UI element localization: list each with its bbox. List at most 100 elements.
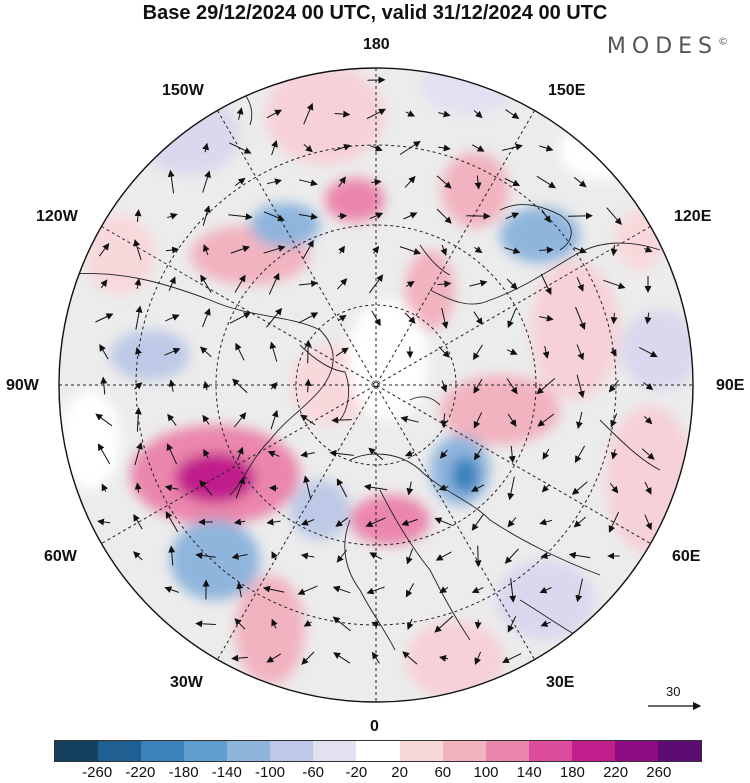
wind-vector — [134, 442, 143, 466]
wind-vector — [436, 208, 452, 224]
wind-vector — [167, 213, 178, 220]
wind-vector — [298, 213, 318, 220]
wind-vector — [195, 620, 216, 628]
wind-vector — [231, 552, 248, 560]
wind-vector — [405, 583, 415, 598]
wind-vector — [97, 518, 111, 526]
colorbar-tick-label: 100 — [473, 764, 499, 781]
wind-vector — [402, 651, 418, 665]
wind-vector — [167, 169, 175, 194]
brand-name: MODES — [606, 34, 718, 59]
colorbar-swatch — [270, 741, 314, 761]
wind-vector — [439, 586, 449, 594]
wind-vector — [236, 581, 244, 598]
colorbar-swatch — [55, 741, 99, 761]
wind-vector — [434, 517, 453, 527]
colorbar-tick-label: -100 — [254, 764, 286, 781]
wind-vector — [268, 272, 280, 295]
wind-vector — [573, 516, 586, 528]
wind-vector — [165, 511, 179, 533]
wind-vector — [438, 110, 451, 118]
brand-mark: © — [718, 36, 728, 48]
wind-vector — [440, 380, 448, 393]
wind-vector — [571, 481, 588, 495]
lon-label-60w: 60W — [44, 548, 77, 565]
wind-vector — [164, 586, 179, 593]
wind-vector — [406, 618, 414, 631]
wind-vector — [168, 379, 176, 392]
wind-vector — [134, 407, 142, 432]
wind-vector — [232, 378, 248, 394]
wind-vector — [568, 212, 593, 220]
wind-vector — [230, 245, 251, 254]
wind-vector — [266, 653, 282, 663]
wind-vector — [329, 449, 354, 457]
wind-vector — [233, 518, 246, 526]
wind-vector — [335, 517, 349, 527]
wind-vector — [300, 518, 315, 526]
wind-vector — [234, 412, 247, 428]
colorbar-swatch — [614, 741, 658, 761]
wind-vector — [371, 651, 380, 664]
lon-label-150w: 150W — [162, 82, 204, 99]
wind-vector — [440, 244, 448, 256]
lon-label-120e: 120E — [674, 208, 712, 225]
wind-vector — [203, 244, 210, 256]
wind-vector — [298, 179, 318, 187]
wind-vector — [335, 347, 349, 357]
wind-vector — [644, 246, 653, 253]
lon-label-150e: 150E — [548, 82, 586, 99]
lon-label-180: 180 — [363, 36, 390, 53]
wind-vector — [603, 279, 626, 290]
colorbar-swatch — [571, 741, 615, 761]
wind-vector — [338, 176, 346, 188]
wind-vector — [134, 278, 142, 289]
colorbar-tick-label: 20 — [391, 764, 408, 781]
wind-vector — [266, 109, 282, 119]
wind-vector — [95, 413, 113, 427]
wind-vector — [271, 618, 278, 629]
wind-vector — [542, 345, 550, 359]
wind-vector — [540, 552, 551, 560]
wind-vector — [101, 483, 109, 492]
wind-vector — [200, 274, 212, 293]
wind-vector — [263, 245, 286, 254]
wind-vector — [135, 347, 142, 357]
colorbar-swatch — [313, 741, 357, 761]
wind-vector — [542, 448, 550, 460]
wind-vector — [303, 475, 312, 500]
wind-vector — [235, 342, 245, 361]
wind-vector — [610, 312, 618, 325]
wind-vector — [266, 307, 283, 328]
anomaly-field — [59, 68, 693, 702]
colorbar-swatch — [141, 741, 185, 761]
wind-vector — [133, 514, 143, 530]
wind-vector — [644, 514, 652, 531]
wind-vector — [302, 239, 314, 260]
lon-label-120w: 120W — [36, 208, 78, 225]
wind-vector — [399, 140, 421, 155]
wind-vector — [644, 481, 652, 495]
wind-vector — [234, 177, 246, 186]
wind-vector — [399, 246, 422, 255]
wind-vector — [300, 450, 315, 458]
wind-vector — [435, 551, 452, 561]
lon-label-30w: 30W — [170, 674, 203, 691]
wind-vector — [338, 245, 345, 254]
colorbar-tick-label: 220 — [603, 764, 629, 781]
colorbar-swatch — [227, 741, 271, 761]
wind-vector — [466, 212, 491, 220]
wind-vector — [440, 413, 448, 428]
wind-vector — [228, 213, 253, 221]
wind-vector — [504, 178, 521, 187]
wind-vector — [98, 243, 110, 257]
wind-vector — [541, 483, 550, 493]
wind-vector — [539, 518, 552, 526]
wind-vector — [334, 110, 351, 118]
wind-vector — [202, 170, 211, 193]
wind-vector — [606, 207, 622, 226]
colorbar-swatch — [442, 741, 486, 761]
wind-vector — [337, 278, 348, 290]
colorbar-tick-label: -60 — [302, 764, 325, 781]
wind-vector — [575, 578, 583, 603]
